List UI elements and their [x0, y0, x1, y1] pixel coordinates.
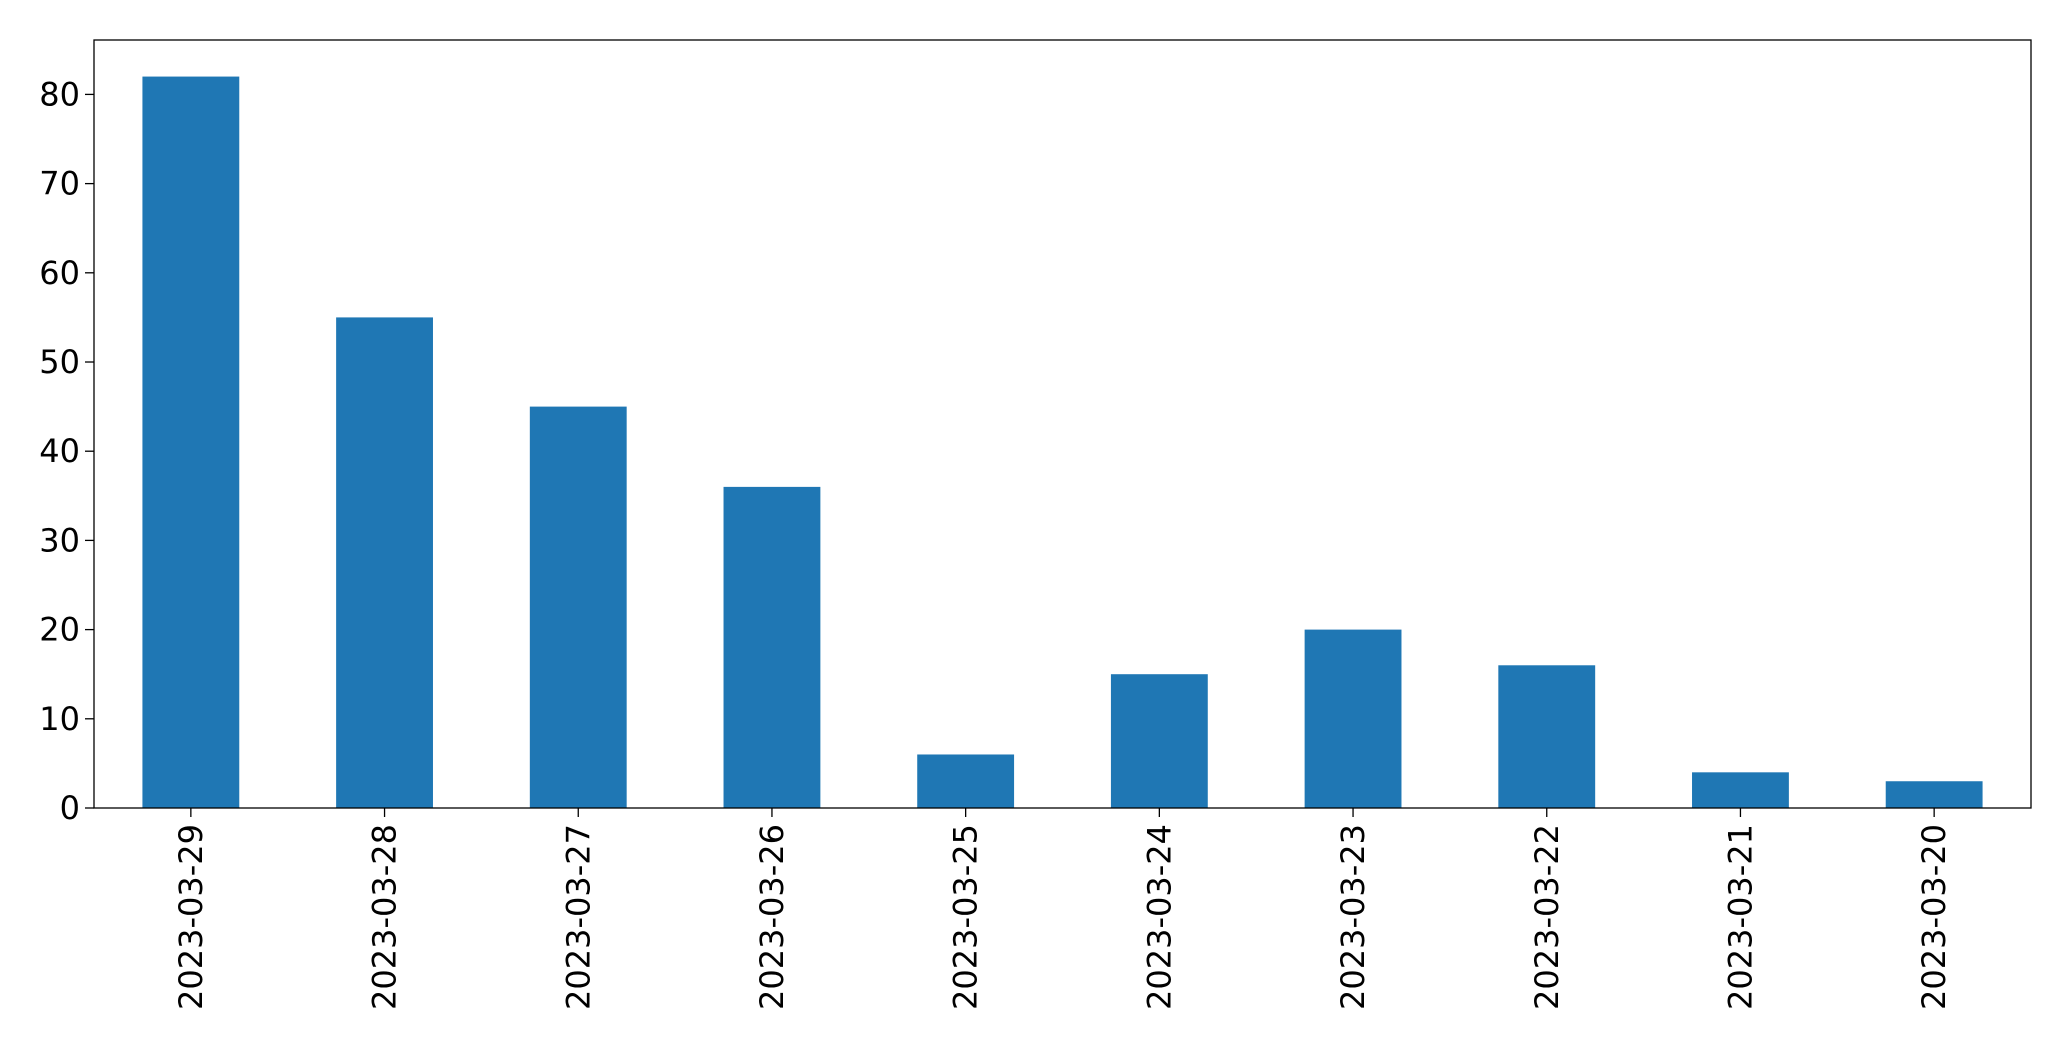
y-tick-label: 40 [39, 432, 80, 470]
bar [529, 406, 627, 808]
y-tick-label: 10 [39, 700, 80, 738]
bar [723, 486, 821, 808]
bar [1498, 665, 1596, 808]
bar [917, 754, 1015, 808]
x-tick-label: 2023-03-24 [1140, 824, 1178, 1010]
x-tick-label: 2023-03-28 [366, 824, 404, 1010]
bar [336, 317, 433, 808]
bar [1692, 772, 1789, 808]
x-tick-label: 2023-03-25 [947, 824, 985, 1010]
bar [1304, 629, 1402, 808]
y-tick-label: 0 [60, 789, 80, 827]
x-tick-label: 2023-03-26 [753, 824, 791, 1010]
y-tick-label: 20 [39, 611, 80, 649]
y-tick-label: 70 [39, 165, 80, 203]
y-tick-label: 50 [39, 343, 80, 381]
plot-frame [93, 39, 2032, 809]
x-tick-label: 2023-03-22 [1528, 824, 1566, 1010]
bar [1885, 781, 1983, 808]
x-tick-label: 2023-03-23 [1334, 824, 1372, 1010]
bar [142, 76, 240, 809]
y-tick-label: 30 [39, 521, 80, 559]
y-tick-label: 80 [39, 75, 80, 113]
x-tick-label: 2023-03-29 [172, 824, 210, 1010]
x-tick-label: 2023-03-27 [559, 824, 597, 1010]
x-tick-label: 2023-03-21 [1721, 824, 1759, 1010]
bar [1110, 674, 1208, 808]
x-tick-label: 2023-03-20 [1915, 824, 1953, 1010]
y-tick-label: 60 [39, 254, 80, 292]
